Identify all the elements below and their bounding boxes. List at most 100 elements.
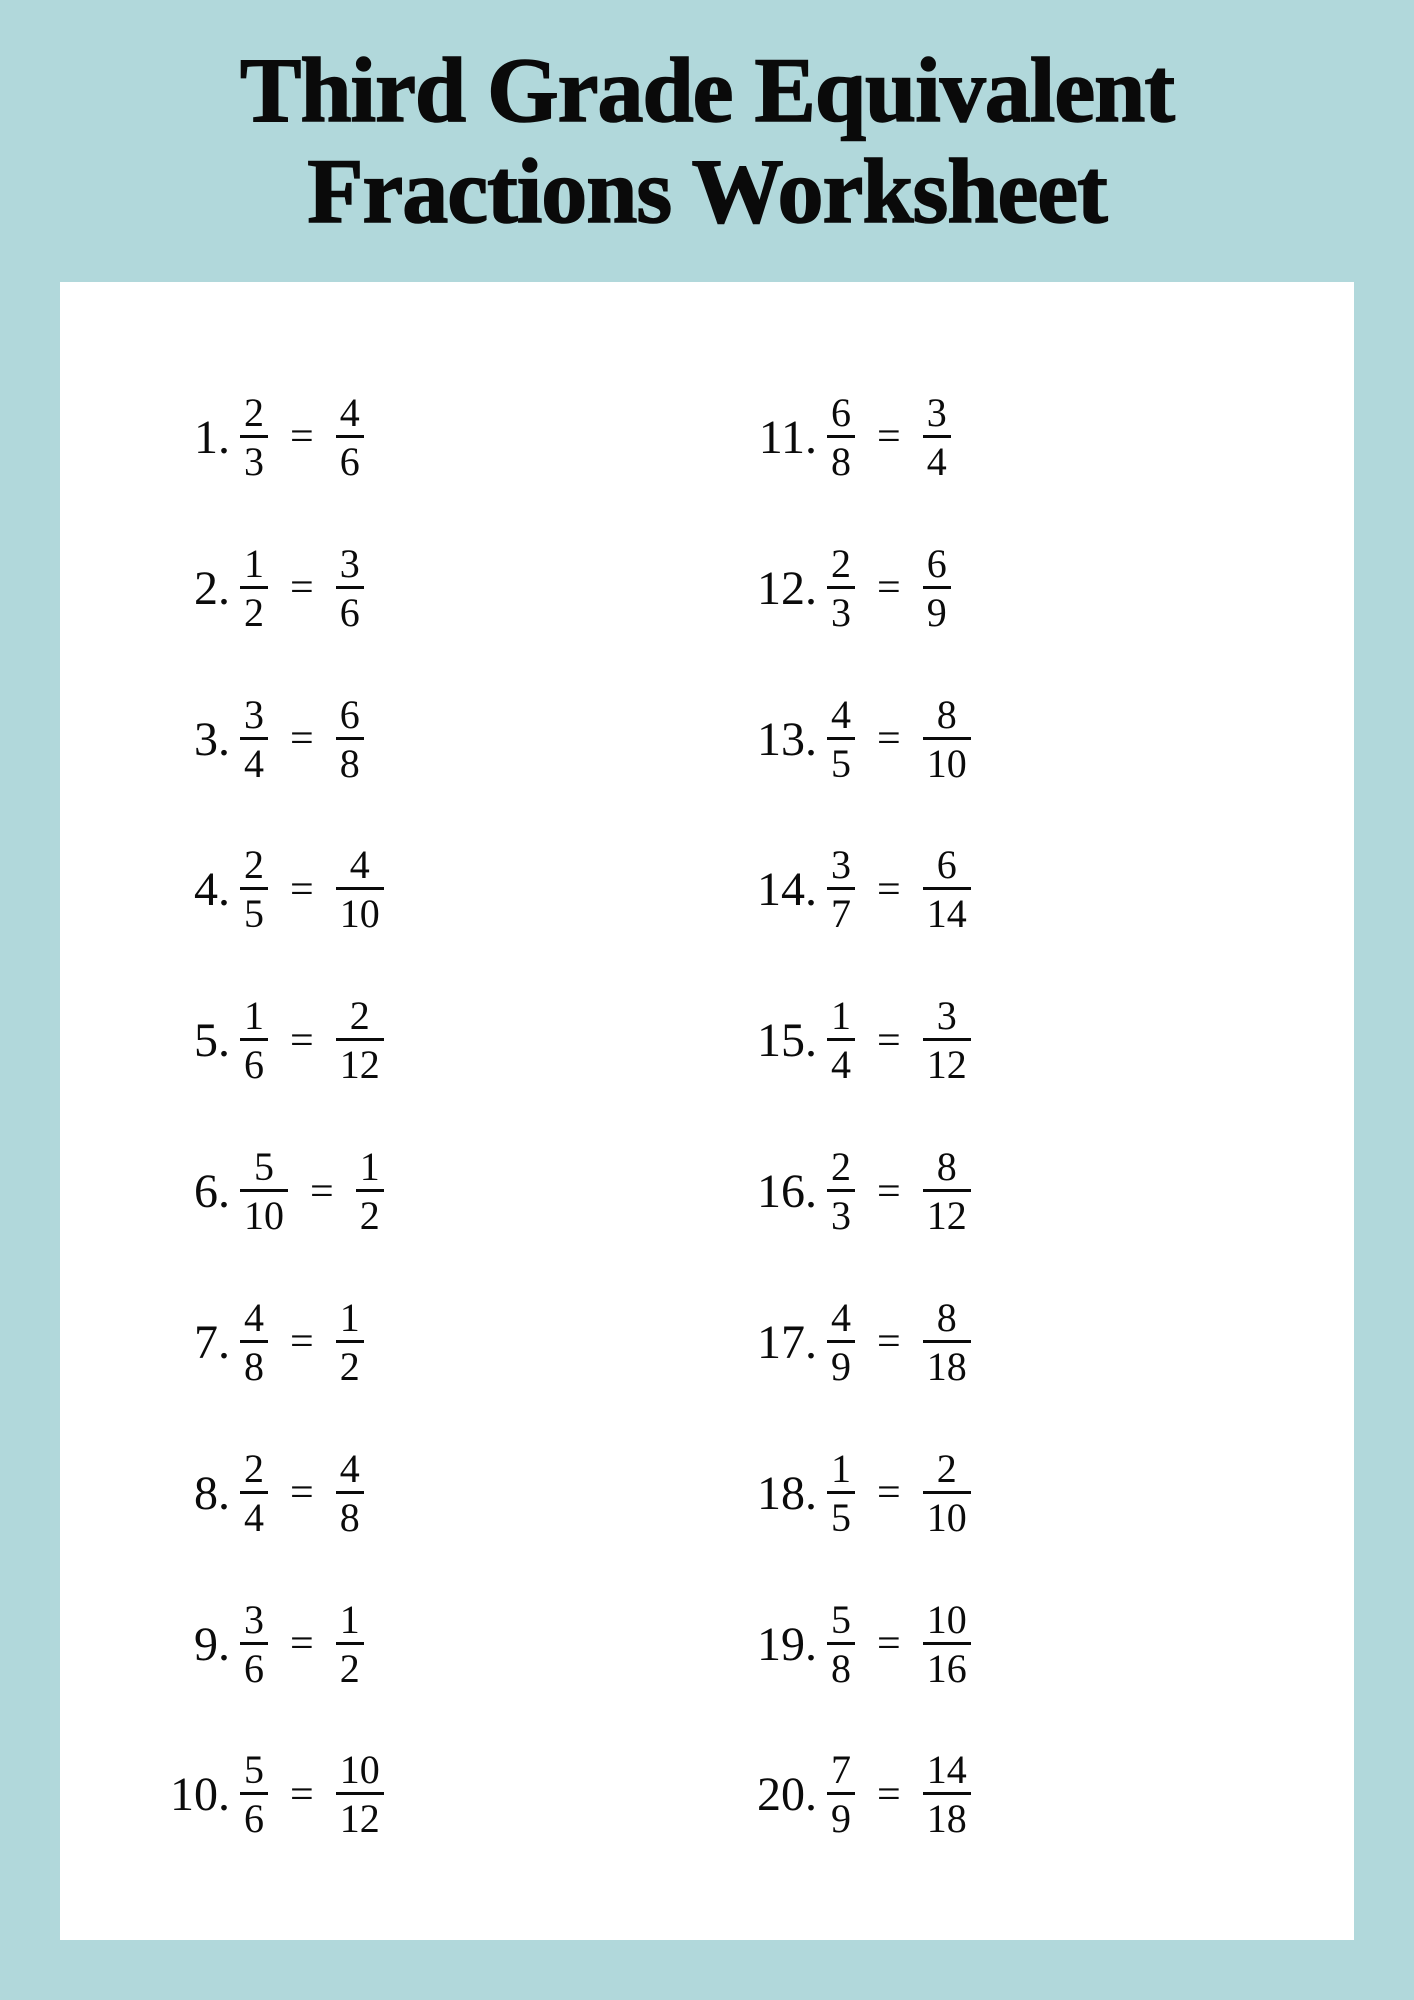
fraction-numerator: 4 [336, 393, 364, 435]
problem-number: 10. [150, 1767, 240, 1822]
fraction-denominator: 18 [923, 1343, 971, 1387]
fraction-numerator: 8 [933, 1147, 961, 1189]
problem-number: 17. [737, 1315, 827, 1370]
problem-row: 13.45=810 [737, 674, 1264, 804]
fraction-denominator: 2 [336, 1645, 364, 1689]
page-title: Third Grade Equivalent Fractions Workshe… [60, 40, 1354, 242]
fraction: 614 [923, 845, 971, 934]
problem-row: 7.48=12 [150, 1277, 677, 1407]
problem-row: 10.56=1012 [150, 1730, 677, 1860]
fraction: 23 [240, 393, 268, 482]
fraction-numerator: 3 [923, 393, 951, 435]
fraction: 12 [356, 1147, 384, 1236]
fraction-numerator: 2 [346, 996, 374, 1038]
fraction: 56 [240, 1750, 268, 1839]
fraction: 14 [827, 996, 855, 1085]
fraction: 810 [923, 695, 971, 784]
fraction-numerator: 5 [240, 1750, 268, 1792]
fraction: 68 [336, 695, 364, 784]
fraction-denominator: 8 [240, 1343, 268, 1387]
problem-number: 4. [150, 862, 240, 917]
problem-row: 20.79=1418 [737, 1730, 1264, 1860]
fraction: 1418 [923, 1750, 971, 1839]
problem-number: 2. [150, 561, 240, 616]
problem-number: 1. [150, 410, 240, 465]
fraction-numerator: 1 [827, 996, 855, 1038]
fraction: 37 [827, 845, 855, 934]
worksheet-page: Third Grade Equivalent Fractions Workshe… [0, 0, 1414, 2000]
fraction: 58 [827, 1600, 855, 1689]
fraction-denominator: 9 [827, 1795, 855, 1839]
fraction-numerator: 5 [250, 1147, 278, 1189]
fraction-denominator: 16 [923, 1645, 971, 1689]
problem-number: 13. [737, 712, 827, 767]
worksheet-sheet: 1.23=462.12=363.34=684.25=4105.16=2126.5… [60, 282, 1354, 1940]
fraction-numerator: 4 [240, 1298, 268, 1340]
fraction: 25 [240, 845, 268, 934]
equals-sign: = [855, 1469, 923, 1517]
equals-sign: = [855, 1017, 923, 1065]
equals-sign: = [855, 1620, 923, 1668]
fraction: 48 [336, 1449, 364, 1538]
fraction-numerator: 3 [336, 544, 364, 586]
problem-number: 14. [737, 862, 827, 917]
fraction: 510 [240, 1147, 288, 1236]
fraction-denominator: 3 [240, 438, 268, 482]
fraction-numerator: 8 [933, 695, 961, 737]
fraction-denominator: 3 [827, 589, 855, 633]
fraction-numerator: 10 [923, 1600, 971, 1642]
equals-sign: = [288, 1168, 356, 1216]
fraction-numerator: 5 [827, 1600, 855, 1642]
equals-sign: = [268, 1469, 336, 1517]
fraction-denominator: 2 [356, 1192, 384, 1236]
equals-sign: = [855, 564, 923, 612]
fraction-numerator: 3 [240, 1600, 268, 1642]
equals-sign: = [268, 1771, 336, 1819]
fraction: 12 [336, 1298, 364, 1387]
fraction-denominator: 12 [923, 1041, 971, 1085]
fraction-numerator: 3 [933, 996, 961, 1038]
column-right: 11.68=3412.23=6913.45=81014.37=61415.14=… [737, 372, 1264, 1860]
fraction: 46 [336, 393, 364, 482]
problem-number: 11. [737, 410, 827, 465]
fraction: 69 [923, 544, 951, 633]
equals-sign: = [855, 413, 923, 461]
equals-sign: = [855, 715, 923, 763]
fraction-numerator: 2 [240, 1449, 268, 1491]
fraction: 36 [240, 1600, 268, 1689]
problem-row: 12.23=69 [737, 523, 1264, 653]
equals-sign: = [268, 715, 336, 763]
fraction-numerator: 8 [933, 1298, 961, 1340]
fraction: 1012 [336, 1750, 384, 1839]
fraction: 818 [923, 1298, 971, 1387]
problem-row: 11.68=34 [737, 372, 1264, 502]
fraction-numerator: 3 [827, 845, 855, 887]
fraction-numerator: 6 [827, 393, 855, 435]
fraction-denominator: 4 [923, 438, 951, 482]
fraction: 23 [827, 1147, 855, 1236]
fraction-denominator: 12 [336, 1795, 384, 1839]
fraction-numerator: 10 [336, 1750, 384, 1792]
fraction: 410 [336, 845, 384, 934]
problem-number: 19. [737, 1617, 827, 1672]
problem-row: 14.37=614 [737, 825, 1264, 955]
equals-sign: = [855, 1771, 923, 1819]
equals-sign: = [268, 1017, 336, 1065]
fraction-numerator: 2 [933, 1449, 961, 1491]
fraction: 1016 [923, 1600, 971, 1689]
equals-sign: = [855, 866, 923, 914]
equals-sign: = [268, 1620, 336, 1668]
fraction: 36 [336, 544, 364, 633]
equals-sign: = [268, 866, 336, 914]
fraction-denominator: 4 [240, 740, 268, 784]
problem-row: 1.23=46 [150, 372, 677, 502]
fraction-denominator: 12 [923, 1192, 971, 1236]
problem-row: 8.24=48 [150, 1428, 677, 1558]
fraction-denominator: 2 [336, 1343, 364, 1387]
fraction-numerator: 1 [336, 1298, 364, 1340]
fraction-numerator: 2 [827, 1147, 855, 1189]
fraction-denominator: 5 [827, 1494, 855, 1538]
fraction-denominator: 5 [827, 740, 855, 784]
fraction-denominator: 18 [923, 1795, 971, 1839]
problem-number: 8. [150, 1466, 240, 1521]
